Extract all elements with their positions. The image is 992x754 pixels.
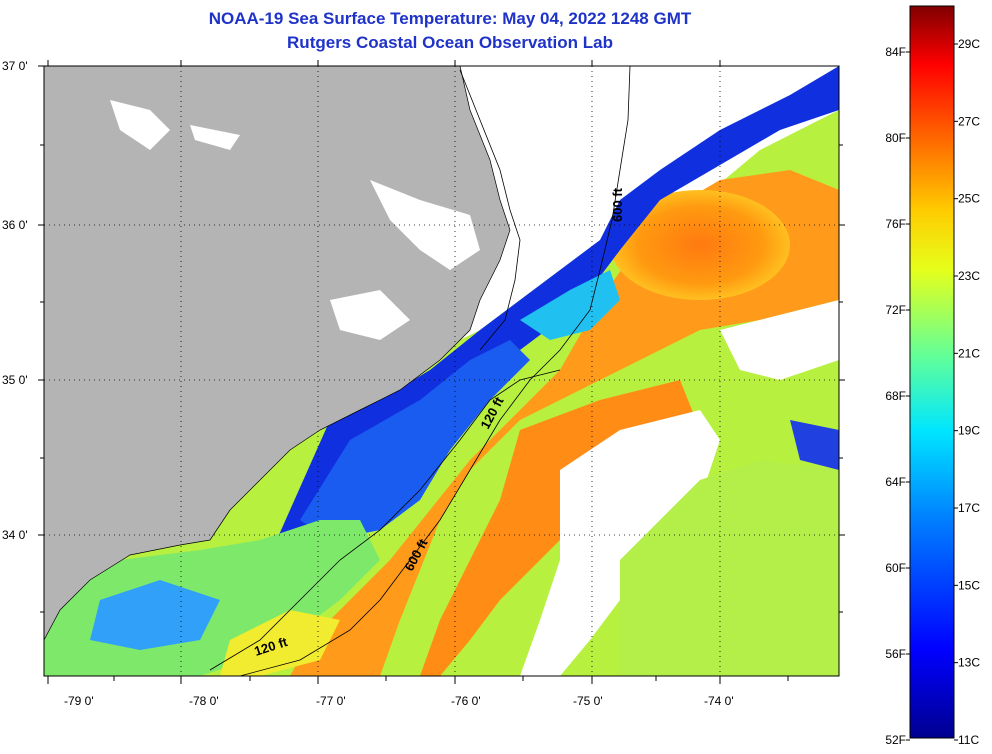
colorbar-c-label: 21C [958, 346, 980, 360]
colorbar-c-label: 27C [958, 114, 980, 128]
cyan-shelf [520, 270, 620, 340]
colorbar-f-label: 68F [885, 389, 906, 403]
colorbar-c-label: 17C [958, 501, 980, 515]
colorbar [909, 5, 955, 739]
map-subtitle: Rutgers Coastal Ocean Observation Lab [287, 33, 613, 52]
map-frame [43, 65, 840, 677]
lat-ticks [38, 65, 845, 613]
lat-label: 37 0' [2, 59, 28, 73]
isobath-label: 600 ft [610, 187, 625, 222]
east-cold-patch [790, 420, 839, 470]
colorbar-f-label: 72F [885, 303, 906, 317]
colorbar-c-label: 19C [958, 424, 980, 438]
colorbar-labels: 84F 80F 76F 72F 68F 64F 60F 56F 52F 29C 27C 25C 23C 2… [885, 37, 980, 747]
inland-water [190, 125, 240, 150]
colorbar-c-label: 29C [958, 37, 980, 51]
colorbar-f-label: 52F [885, 733, 906, 747]
south-yellow-patch [220, 610, 340, 676]
isobath-600ft [239, 66, 631, 676]
colorbar-c-label: 13C [958, 656, 980, 670]
lon-label: -77 0' [316, 694, 346, 708]
colorbar-c-label: 25C [958, 192, 980, 206]
cool-nearshore [300, 340, 530, 540]
colorbar-f-label: 64F [885, 475, 906, 489]
lon-label: -78 0' [189, 694, 219, 708]
colorbar-f-label: 80F [885, 131, 906, 145]
colorbar-c-label: 15C [958, 578, 980, 592]
offshore-green [620, 460, 839, 676]
lon-label: -76 0' [451, 694, 481, 708]
south-cool-patch [90, 580, 220, 650]
colorbar-c-label: 11C [958, 733, 979, 747]
warm-core [610, 190, 790, 300]
cloud-cover-south [520, 410, 720, 676]
map-title: NOAA-19 Sea Surface Temperature: May 04,… [208, 9, 692, 28]
lon-label: -79 0' [64, 694, 94, 708]
lat-label: 34 0' [2, 528, 28, 542]
lon-label: -74 0' [704, 694, 734, 708]
lon-ticks [47, 60, 789, 684]
colorbar-f-label: 60F [885, 561, 906, 575]
graticule [44, 66, 839, 676]
inland-water [330, 290, 410, 340]
colorbar-f-label: 84F [885, 45, 906, 59]
isobath-120ft [209, 369, 561, 671]
lat-label: 35 0' [2, 373, 28, 387]
map-panel [44, 66, 839, 676]
inland-water [110, 100, 170, 150]
colorbar-f-label: 76F [885, 217, 906, 231]
colorbar-ticks [906, 43, 958, 741]
colorbar-c-label: 23C [958, 269, 980, 283]
colorbar-f-label: 56F [885, 647, 906, 661]
cloud-cover-east [720, 300, 839, 380]
lat-label: 36 0' [2, 218, 28, 232]
lon-label: -75 0' [573, 694, 603, 708]
